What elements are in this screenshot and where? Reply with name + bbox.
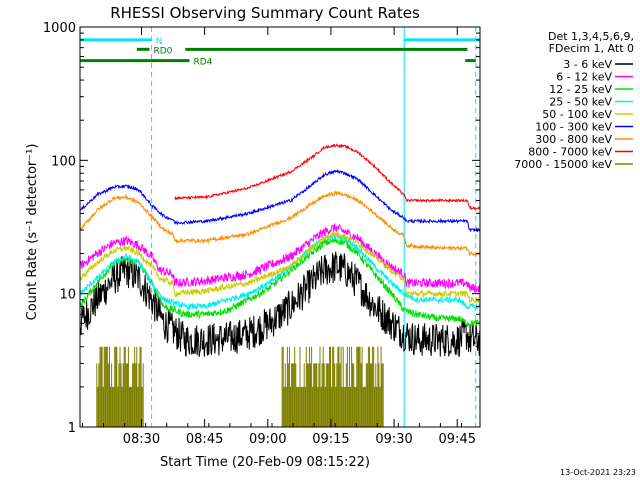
plot-frame <box>79 26 481 428</box>
x-tick-label-2: 08:45 <box>186 432 223 447</box>
series-line-1 <box>79 251 481 357</box>
y-tick-label-1: 1 <box>68 421 76 436</box>
flag-rd0-label: RD0 <box>153 46 172 56</box>
x-axis-label: Start Time (20-Feb-09 08:15:22) <box>160 455 370 470</box>
burst-2 <box>281 346 384 427</box>
legend-label-5: 50 - 100 keV <box>542 108 612 121</box>
flag-n-label: N <box>156 37 163 47</box>
x-tick-label-5: 09:30 <box>375 432 412 447</box>
axes: 08:30 08:45 09:00 09:15 09:30 09:45 1 10 100 1000 <box>43 21 480 447</box>
legend-label-9: 7000 - 15000 keV <box>514 158 612 171</box>
series-line-8 <box>174 143 481 210</box>
x-tick-label-1: 08:30 <box>123 432 160 447</box>
y-axis-label: Count Rate (s⁻¹ detector⁻¹) <box>25 144 40 321</box>
flag-rd4-label: RD4 <box>193 58 212 68</box>
series-line-2 <box>79 223 481 293</box>
x-tick-label-6: 09:45 <box>439 432 476 447</box>
x-tick-label-3: 09:00 <box>249 432 286 447</box>
legend-label-2: 6 - 12 keV <box>556 71 612 84</box>
series-line-6 <box>79 169 481 233</box>
y-tick-label-4: 1000 <box>43 21 76 36</box>
series-line-7 <box>79 190 481 257</box>
legend: Det 1,3,4,5,6,9, FDecim 1, Att 0 3 - 6 k… <box>514 30 634 171</box>
y-tick-label-2: 10 <box>59 288 76 303</box>
legend-header-1: Det 1,3,4,5,6,9, <box>548 30 634 43</box>
series-line-4 <box>79 232 481 312</box>
legend-label-7: 300 - 800 keV <box>535 133 612 146</box>
footer-timestamp: 13-Oct-2021 23:23 <box>560 468 636 477</box>
chart-title: RHESSI Observing Summary Count Rates <box>110 4 420 22</box>
series-line-5 <box>79 231 481 304</box>
burst-1 <box>96 346 144 427</box>
y-tick-label-3: 100 <box>51 154 76 169</box>
legend-label-6: 100 - 300 keV <box>535 121 612 134</box>
legend-header-2: FDecim 1, Att 0 <box>549 42 634 55</box>
legend-label-8: 800 - 7000 keV <box>528 146 612 159</box>
legend-label-4: 25 - 50 keV <box>549 96 612 109</box>
x-tick-label-4: 09:15 <box>312 432 349 447</box>
legend-label-3: 12 - 25 keV <box>549 83 612 96</box>
legend-label-1: 3 - 6 keV <box>563 58 612 71</box>
